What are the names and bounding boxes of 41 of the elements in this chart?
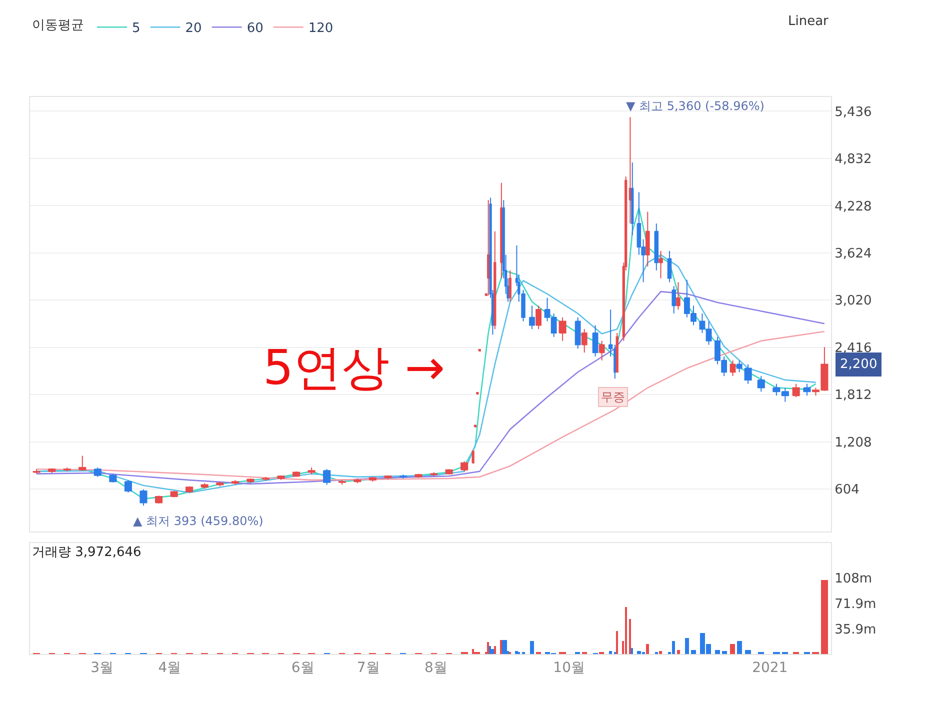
annotation: ▼ 최고 5,360 (-58.96%) [626, 99, 764, 113]
line-series [36, 330, 826, 481]
x-tick-label: 2021 [752, 660, 788, 676]
legend-label: 20 [185, 21, 202, 36]
bar [637, 651, 641, 654]
bar [691, 650, 696, 654]
x-tick-label: 6월 [291, 660, 314, 676]
annotation: 5연상 → [263, 340, 446, 396]
legend-label: 5 [132, 21, 140, 36]
y-tick-label: 4,832 [834, 152, 872, 168]
bar [722, 651, 727, 654]
x-tick-label: 10월 [553, 660, 586, 676]
text: Linear [788, 14, 830, 29]
y-tick-label: 108m [834, 571, 872, 586]
annotation: ▲ 최저 393 (459.80%) [133, 514, 264, 528]
text: 2,200 [840, 357, 878, 372]
y-tick-label: 604 [834, 482, 860, 498]
bar [730, 644, 735, 654]
bar [737, 641, 742, 654]
chart-title: 거래량 3,972,646 [32, 545, 142, 560]
x-tick-label: 8월 [424, 660, 448, 676]
y-tick-label: 3,020 [834, 294, 872, 309]
y-tick-label: 1,812 [834, 388, 872, 404]
annotation: 무증 [601, 390, 625, 404]
x-tick-label: 4월 [158, 660, 182, 676]
legend-label: 120 [308, 21, 334, 36]
y-tick-label: 35.9m [834, 622, 876, 638]
x-tick-label: 3월 [90, 660, 114, 676]
y-tick-label: 1,208 [834, 435, 872, 450]
legend-label: 60 [246, 21, 264, 36]
y-tick-label: 3,624 [834, 246, 872, 262]
bar [530, 641, 534, 654]
y-tick-label: 2,416 [834, 340, 872, 356]
y-tick-label: 71.9m [834, 596, 876, 612]
bar [715, 650, 720, 654]
legend-title: 이동평균 [32, 18, 84, 34]
bar [685, 638, 689, 654]
bar [745, 650, 751, 654]
y-tick-label: 5,436 [834, 104, 872, 120]
y-tick-label: 4,228 [834, 199, 872, 214]
x-tick-label: 7월 [356, 660, 380, 676]
